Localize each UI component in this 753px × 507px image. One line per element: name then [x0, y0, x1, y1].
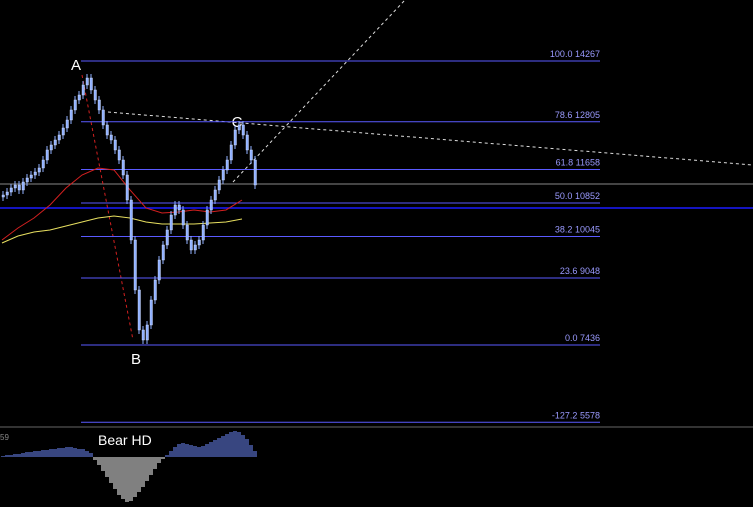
- fib-ratio: 61.8: [556, 157, 574, 167]
- candle: [145, 324, 149, 341]
- candle: [9, 187, 13, 193]
- candle: [17, 184, 21, 191]
- candle: [49, 144, 53, 151]
- candle: [217, 179, 221, 191]
- candle: [33, 171, 37, 176]
- fib-price: 14267: [575, 49, 600, 59]
- candle: [225, 159, 229, 171]
- candle: [57, 134, 61, 141]
- candle: [221, 169, 225, 181]
- candle: [53, 139, 57, 146]
- fib-ratio: 78.6: [555, 110, 573, 120]
- fib-price: 12805: [575, 110, 600, 120]
- candle: [233, 129, 237, 146]
- fib-price: 5578: [580, 410, 600, 420]
- candle: [141, 329, 145, 341]
- candle: [29, 174, 33, 179]
- candle: [61, 127, 65, 136]
- candle: [193, 244, 197, 251]
- fib-price: 7436: [580, 333, 600, 343]
- candle: [213, 189, 217, 201]
- fib-price: 9048: [580, 266, 600, 276]
- fib-label: 61.8 11658: [556, 157, 600, 167]
- candle: [69, 109, 73, 121]
- fib-label: 50.0 10852: [555, 191, 600, 201]
- fib-ratio: 100.0: [550, 49, 573, 59]
- ab-leg: [81, 74, 134, 341]
- candle: [157, 259, 161, 281]
- candle: [153, 279, 157, 301]
- candle: [85, 77, 89, 86]
- point-label: A: [71, 57, 81, 74]
- point-label: B: [131, 351, 141, 368]
- candle: [209, 199, 213, 211]
- candle: [177, 204, 181, 211]
- candle: [181, 209, 185, 226]
- candle: [229, 144, 233, 161]
- candle: [45, 149, 49, 161]
- indicator-label: Bear HD: [98, 432, 152, 448]
- trend-line: [107, 111, 753, 166]
- fib-ratio: 0.0: [565, 333, 578, 343]
- fib-ratio: 23.6: [560, 266, 578, 276]
- ma-red: [1, 167, 243, 241]
- candle: [237, 124, 241, 131]
- fib-price: 10852: [575, 191, 600, 201]
- candle: [161, 244, 165, 261]
- candle: [13, 184, 17, 189]
- candle: [1, 194, 5, 198]
- candle: [133, 239, 137, 291]
- candle: [81, 84, 85, 96]
- candle: [201, 224, 205, 241]
- fib-ratio: 50.0: [555, 191, 573, 201]
- candle: [105, 124, 109, 136]
- candle: [21, 181, 25, 191]
- fib-ratio: 38.2: [555, 225, 573, 235]
- fib-label: 0.0 7436: [565, 333, 600, 343]
- trend-line: [232, 0, 406, 183]
- candle: [41, 159, 45, 169]
- candle: [117, 149, 121, 161]
- candle: [89, 77, 93, 91]
- candle: [173, 204, 177, 216]
- candle: [245, 134, 249, 151]
- candle: [241, 124, 245, 136]
- fib-price: 11658: [576, 157, 600, 167]
- fib-label: -127.2 5578: [552, 410, 600, 420]
- fib-label: 100.0 14267: [550, 49, 600, 59]
- candle: [37, 167, 41, 173]
- candle: [77, 94, 81, 101]
- candle: [125, 174, 129, 201]
- candle: [197, 239, 201, 246]
- fib-label: 23.6 9048: [560, 266, 600, 276]
- candle: [129, 199, 133, 241]
- candle: [205, 209, 209, 226]
- candle: [73, 99, 77, 111]
- point-label: C: [232, 114, 243, 131]
- candle: [149, 299, 153, 326]
- fib-price: 10045: [575, 225, 600, 235]
- candle: [121, 159, 125, 176]
- candle: [25, 177, 29, 183]
- candle: [185, 224, 189, 241]
- candle: [5, 191, 9, 196]
- candle: [253, 159, 257, 186]
- candle: [165, 229, 169, 246]
- candle: [113, 139, 117, 151]
- candle: [249, 149, 253, 161]
- candle: [101, 109, 105, 126]
- candle: [137, 289, 141, 331]
- fib-label: 78.6 12805: [555, 110, 600, 120]
- candle: [93, 89, 97, 101]
- fib-ratio: -127.2: [552, 410, 578, 420]
- fib-label: 38.2 10045: [555, 225, 600, 235]
- candle: [97, 99, 101, 111]
- ma-yellow: [1, 215, 243, 244]
- candle: [109, 134, 113, 141]
- indicator-scale-label: 59: [0, 433, 9, 442]
- candle: [189, 239, 193, 251]
- candle: [169, 214, 173, 231]
- candle: [65, 119, 69, 129]
